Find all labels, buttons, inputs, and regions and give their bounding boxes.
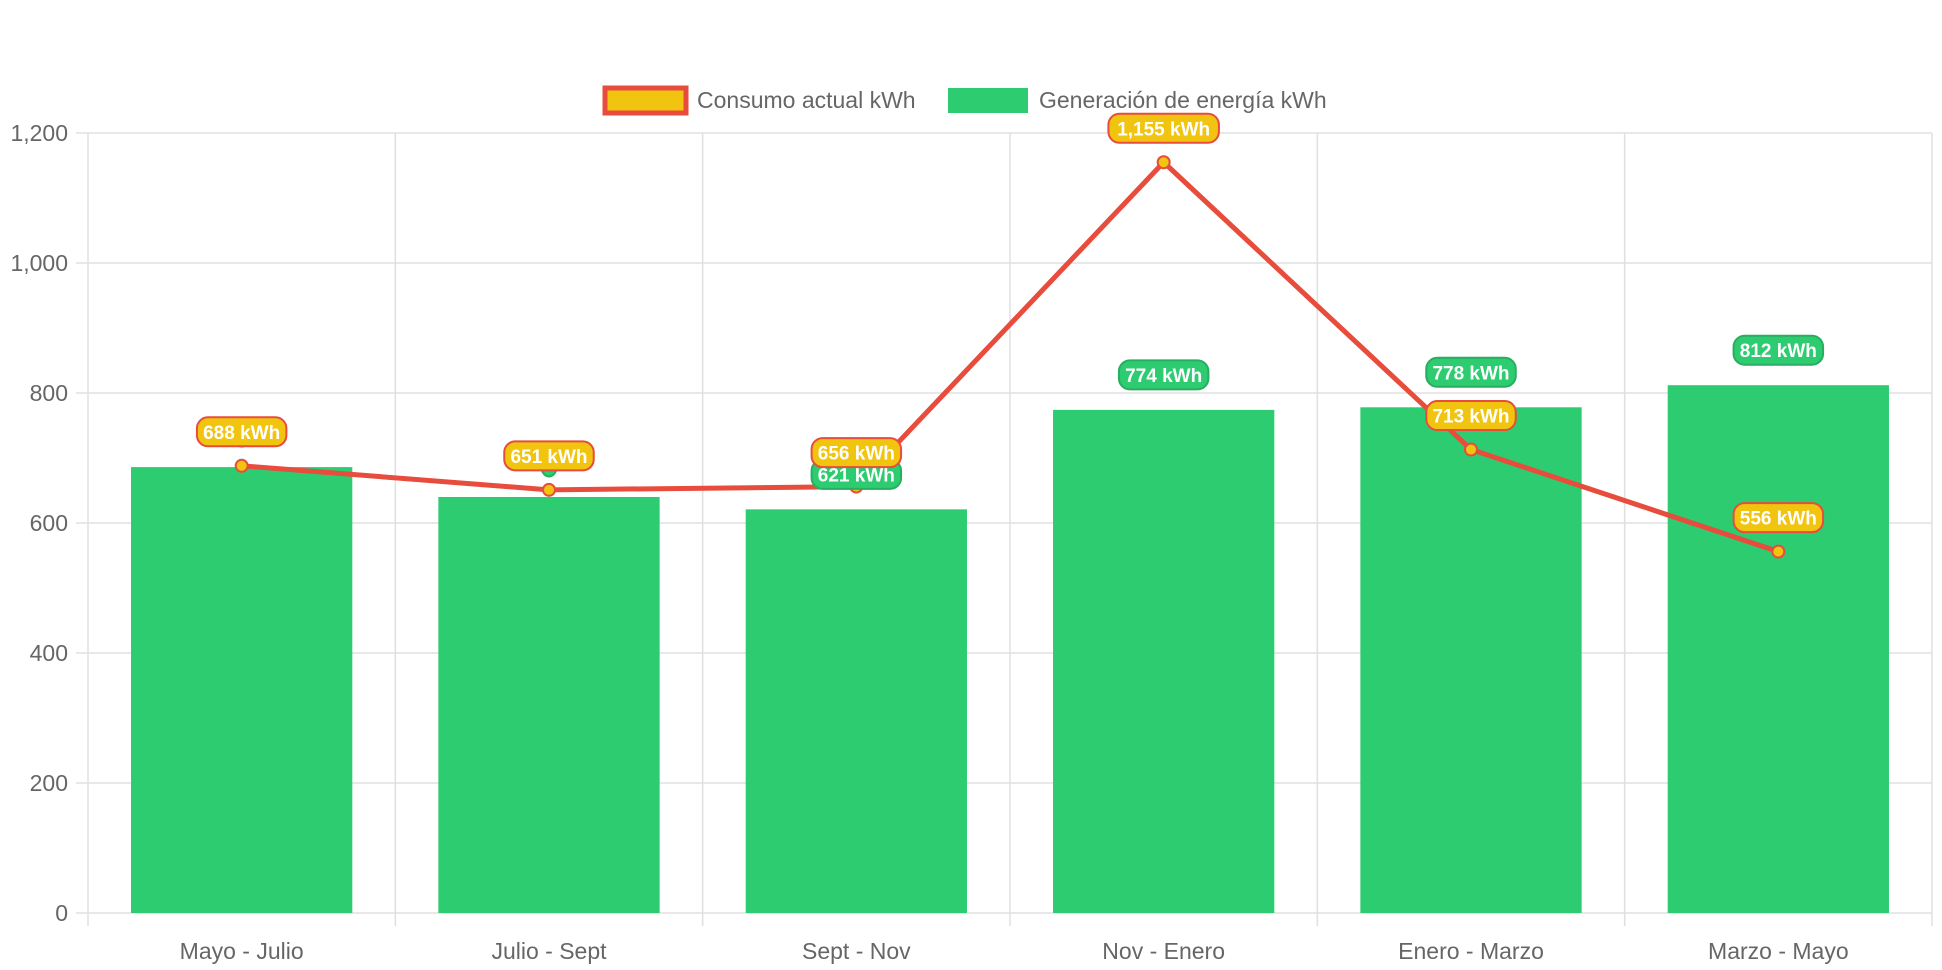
legend-label-generacion: Generación de energía kWh — [1039, 87, 1327, 113]
y-tick-label: 600 — [30, 510, 68, 536]
x-tick-label: Nov - Enero — [1102, 938, 1225, 964]
axis-layer: 0 200 400 600 800 1,000 1,200 Mayo - Julio Julio… — [10, 120, 1848, 964]
data-label-generacion-bg — [1425, 356, 1517, 388]
data-label-generacion-text: 774 kWh — [1125, 366, 1202, 387]
bar-layer — [131, 385, 1889, 913]
legend-swatch-generacion — [948, 88, 1028, 113]
point-consumo[interactable] — [542, 482, 556, 497]
bar-generacion[interactable] — [131, 467, 353, 913]
data-label-generacion: 778 kWh — [1425, 356, 1517, 388]
data-label-consumo-text: 713 kWh — [1432, 407, 1509, 428]
data-label-consumo-text: 688 kWh — [203, 423, 280, 444]
y-tick-label: 800 — [30, 380, 68, 406]
legend-item-generacion[interactable]: Generación de energía kWh — [948, 87, 1327, 113]
data-label-consumo: 556 kWh — [1732, 502, 1825, 534]
x-tick-label: Mayo - Julio — [180, 938, 304, 964]
x-tick-label: Sept - Nov — [802, 938, 911, 964]
data-label-generacion: 774 kWh — [1117, 359, 1210, 391]
data-label-consumo: 688 kWh — [195, 416, 288, 448]
y-tick-label: 0 — [55, 900, 68, 926]
y-tick-label: 1,000 — [10, 250, 68, 276]
bar-generacion[interactable] — [745, 509, 967, 913]
data-label-generacion-text: 778 kWh — [1432, 363, 1509, 384]
data-label-consumo: 656 kWh — [810, 437, 903, 469]
point-consumo[interactable] — [1464, 442, 1478, 457]
line-consumo — [239, 159, 1781, 555]
point-consumo[interactable] — [1771, 544, 1786, 559]
legend-item-consumo[interactable]: Consumo actual kWh — [602, 85, 916, 116]
x-tick-label: Julio - Sept — [491, 938, 607, 964]
bar-generacion[interactable] — [438, 497, 660, 913]
data-label-consumo-bg — [1732, 502, 1825, 534]
x-tick-label: Enero - Marzo — [1398, 938, 1544, 964]
data-label-consumo: 1,155 kWh — [1107, 112, 1220, 144]
data-label-consumo-bg — [1425, 400, 1517, 432]
data-label-generacion: 812 kWh — [1732, 334, 1825, 366]
data-label-consumo-bg — [1107, 112, 1220, 144]
data-label-generacion-text: 812 kWh — [1740, 341, 1817, 362]
data-label-consumo: 651 kWh — [503, 440, 595, 472]
bar-generacion[interactable] — [1360, 407, 1582, 913]
bar-generacion[interactable] — [1053, 409, 1275, 913]
data-label-generacion-bg — [1732, 334, 1825, 366]
data-label-consumo-bg — [195, 416, 288, 448]
data-label-layer: 621 kWh 774 kWh 778 kWh 812 kWh 688 kWh 651 k… — [195, 112, 1825, 534]
data-label-consumo-bg — [810, 437, 903, 469]
point-consumo[interactable] — [1156, 155, 1171, 170]
x-tick-label: Marzo - Mayo — [1708, 938, 1849, 964]
data-label-generacion-text: 621 kWh — [818, 465, 895, 486]
legend[interactable]: Consumo actual kWh Generación de energía… — [602, 85, 1327, 116]
bar-generacion[interactable] — [1667, 385, 1889, 913]
legend-swatch-consumo — [602, 85, 689, 116]
grid-layer — [76, 132, 1933, 926]
point-consumo[interactable] — [234, 458, 249, 473]
data-label-generacion-bg — [1117, 359, 1210, 391]
data-label-consumo: 713 kWh — [1425, 400, 1517, 432]
data-label-consumo-text: 656 kWh — [818, 444, 895, 465]
data-label-consumo-bg — [503, 440, 595, 472]
y-tick-label: 400 — [30, 640, 68, 666]
y-tick-label: 200 — [30, 770, 68, 796]
data-label-consumo-text: 556 kWh — [1740, 509, 1817, 530]
data-label-consumo-text: 651 kWh — [510, 447, 587, 468]
y-tick-label: 1,200 — [10, 120, 68, 146]
legend-label-consumo: Consumo actual kWh — [697, 87, 916, 113]
data-label-consumo-text: 1,155 kWh — [1117, 119, 1210, 140]
